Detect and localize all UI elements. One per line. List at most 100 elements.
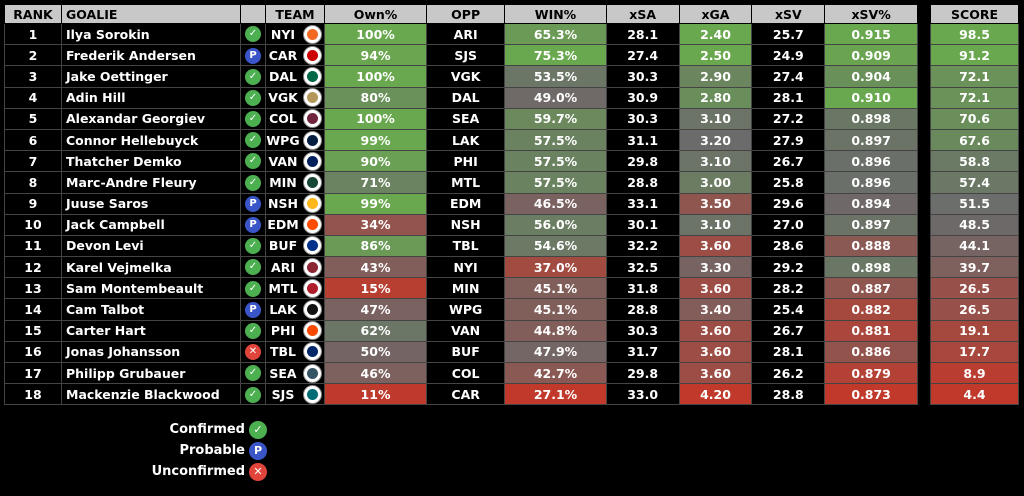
xsa-cell: 28.8 — [605, 298, 680, 321]
win-cell: 45.1% — [504, 298, 607, 321]
score-row: 44.1 — [930, 234, 1019, 258]
header-xga: xGA — [678, 4, 753, 24]
header-goalie: GOALIE — [61, 4, 241, 24]
team-abbr: COL — [265, 107, 300, 130]
xsv-cell: 29.2 — [751, 256, 826, 279]
table-row: 6 Connor Hellebuyck ✓ WPG 99% LAK 57.5% 31.1 3.2… — [4, 128, 918, 152]
confirmed-icon: ✓ — [245, 322, 261, 339]
status-cell: ✓ — [240, 65, 266, 88]
table-row: 16 Jonas Johansson ✕ TBL 50% BUF 47.9% 31.7 3.60… — [4, 340, 918, 364]
team-logo-mark — [306, 282, 318, 294]
goalie-name: Sam Montembeault — [61, 277, 241, 300]
xga-cell: 3.10 — [678, 107, 753, 130]
status-cell: ✓ — [240, 361, 266, 385]
xga-cell: 3.60 — [678, 277, 753, 300]
xsa-cell: 30.3 — [605, 319, 680, 342]
status-cell: ✓ — [240, 319, 266, 342]
xsvp-cell: 0.873 — [824, 383, 918, 406]
own-cell: 46% — [323, 361, 428, 385]
team-logo-mark — [306, 70, 318, 82]
table-row: 9 Juuse Saros P NSH 99% EDM 46.5% 33.1 3.50 29.6 0… — [4, 192, 918, 215]
xsvp-cell: 0.904 — [824, 65, 918, 88]
score-cell: 98.5 — [930, 22, 1019, 46]
xsvp-cell: 0.898 — [824, 256, 918, 279]
xsv-cell: 29.6 — [751, 192, 826, 215]
goalie-name: Juuse Saros — [61, 192, 241, 215]
score-cell: 26.5 — [930, 298, 1019, 321]
rank-cell: 1 — [4, 22, 62, 46]
header-opp: OPP — [426, 4, 506, 24]
team-logo-cell — [300, 277, 325, 300]
table-row: 8 Marc-Andre Fleury ✓ MIN 71% MTL 57.5% 28.8 3.0… — [4, 171, 918, 194]
xsa-cell: 29.8 — [605, 150, 680, 173]
confirmed-icon: ✓ — [245, 386, 261, 403]
table-row: 17 Philipp Grubauer ✓ SEA 46% COL 42.7% 29.8 3.6… — [4, 361, 918, 385]
win-cell: 49.0% — [504, 86, 607, 109]
table-row: 1 Ilya Sorokin ✓ NYI 100% ARI 65.3% 28.1 2.40 25.… — [4, 22, 918, 46]
xsa-cell: 28.1 — [605, 22, 680, 46]
win-cell: 57.5% — [504, 171, 607, 194]
confirmed-icon: ✓ — [245, 365, 261, 382]
team-logo-mark — [306, 155, 318, 167]
team-logo-icon — [302, 109, 322, 129]
team-abbr: NYI — [265, 22, 300, 46]
score-cell: 4.4 — [930, 383, 1019, 406]
xsvp-cell: 0.896 — [824, 171, 918, 194]
probable-icon: P — [249, 442, 267, 460]
rank-cell: 4 — [4, 86, 62, 109]
opp-cell: SJS — [426, 44, 506, 67]
probable-icon: P — [245, 301, 261, 318]
confirmed-icon: ✓ — [245, 26, 261, 43]
score-cell: 44.1 — [930, 234, 1019, 258]
xsv-cell: 26.7 — [751, 319, 826, 342]
xga-cell: 3.40 — [678, 298, 753, 321]
team-logo-icon — [302, 194, 322, 214]
rank-cell: 8 — [4, 171, 62, 194]
rank-cell: 11 — [4, 234, 62, 258]
xsv-cell: 27.4 — [751, 65, 826, 88]
xsa-cell: 30.1 — [605, 213, 680, 236]
own-cell: 34% — [323, 213, 428, 236]
xsv-cell: 25.8 — [751, 171, 826, 194]
xsv-cell: 26.2 — [751, 361, 826, 385]
xsv-cell: 25.4 — [751, 298, 826, 321]
score-row: 26.5 — [930, 298, 1019, 321]
opp-cell: MTL — [426, 171, 506, 194]
score-body: 98.5 91.2 72.1 72.1 70.6 67.6 58.8 57.4 51.5 48.5… — [930, 22, 1019, 406]
score-row: 8.9 — [930, 361, 1019, 385]
xsvp-cell: 0.898 — [824, 107, 918, 130]
team-logo-mark — [306, 28, 318, 40]
status-cell: ✓ — [240, 277, 266, 300]
opp-cell: DAL — [426, 86, 506, 109]
team-abbr: BUF — [265, 234, 300, 258]
xsvp-cell: 0.896 — [824, 150, 918, 173]
team-logo-cell — [300, 128, 325, 152]
rank-cell: 6 — [4, 128, 62, 152]
header-team: TEAM — [265, 4, 325, 24]
status-cell: ✕ — [240, 340, 266, 364]
team-logo-cell — [300, 22, 325, 46]
opp-cell: ARI — [426, 22, 506, 46]
score-table: SCORE 98.5 91.2 72.1 72.1 70.6 67.6 58.8 57.4 51… — [930, 4, 1019, 406]
win-cell: 75.3% — [504, 44, 607, 67]
status-cell: P — [240, 213, 266, 236]
xsa-cell: 33.0 — [605, 383, 680, 406]
team-abbr: MTL — [265, 277, 300, 300]
status-cell: P — [240, 44, 266, 67]
goalie-name: Marc-Andre Fleury — [61, 171, 241, 194]
table-row: 4 Adin Hill ✓ VGK 80% DAL 49.0% 30.9 2.80 28.1 0.9… — [4, 86, 918, 109]
own-cell: 11% — [323, 383, 428, 406]
confirmed-icon: ✓ — [245, 132, 261, 149]
win-cell: 42.7% — [504, 361, 607, 385]
status-cell: P — [240, 192, 266, 215]
goalie-name: Connor Hellebuyck — [61, 128, 241, 152]
team-logo-mark — [306, 198, 318, 210]
xsv-cell: 28.1 — [751, 340, 826, 364]
xsa-cell: 29.8 — [605, 361, 680, 385]
legend-item-unconfirmed: Unconfirmed ✕ — [0, 462, 275, 482]
team-logo-cell — [300, 171, 325, 194]
score-row: 58.8 — [930, 150, 1019, 173]
own-cell: 15% — [323, 277, 428, 300]
xsvp-cell: 0.894 — [824, 192, 918, 215]
team-logo-mark — [306, 346, 318, 358]
